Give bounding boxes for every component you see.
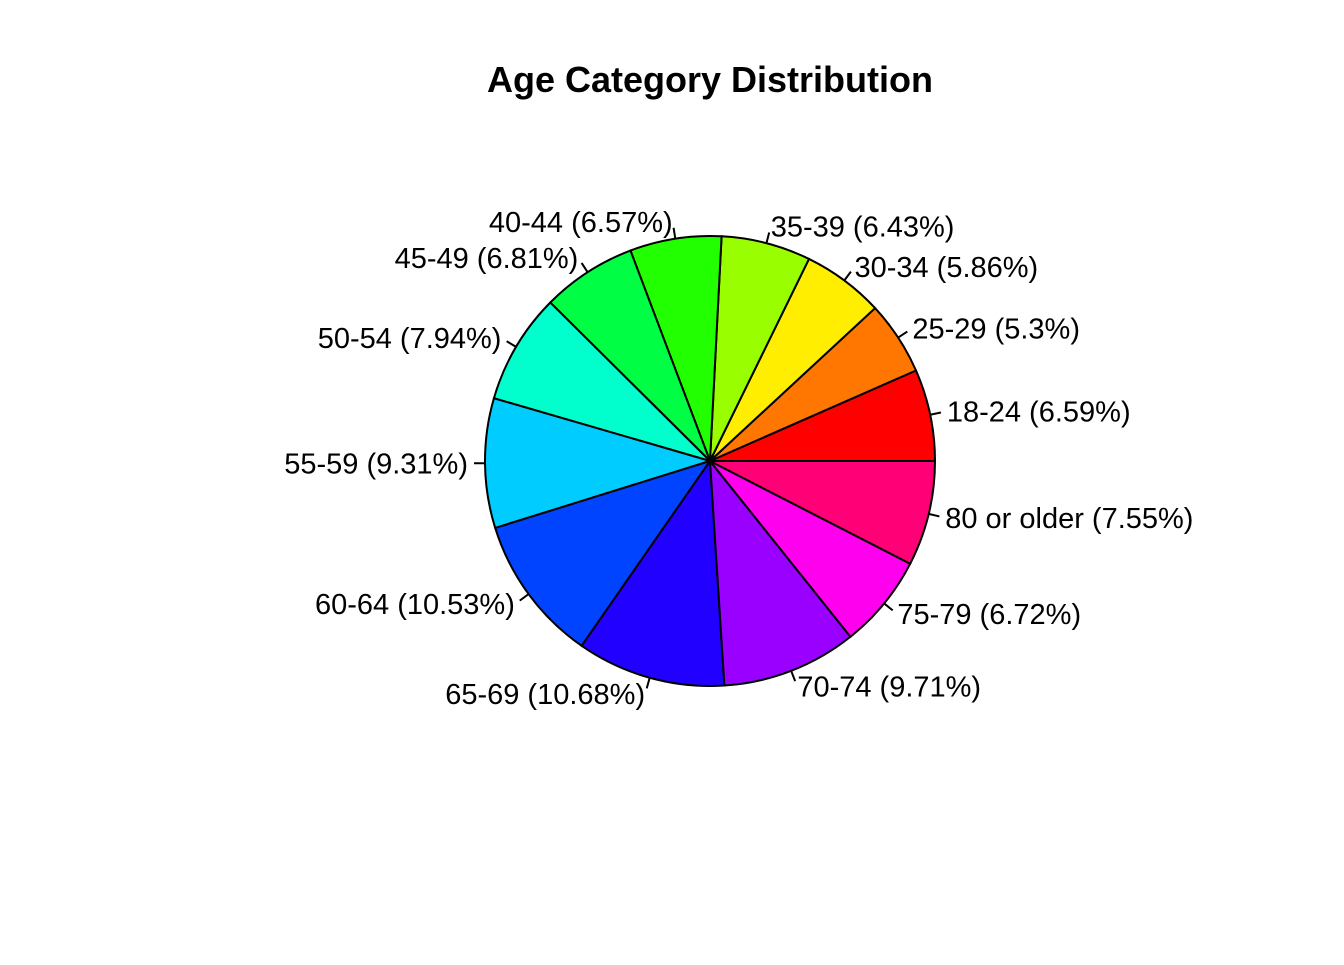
chart-title: Age Category Distribution	[487, 59, 933, 100]
label-tick	[582, 263, 588, 272]
label-tick	[647, 678, 650, 689]
slice-label: 35-39 (6.43%)	[771, 212, 955, 244]
label-tick	[844, 272, 851, 281]
slice-label: 65-69 (10.68%)	[445, 679, 645, 711]
label-tick	[929, 514, 940, 517]
pie-slices	[485, 236, 935, 686]
label-tick	[520, 594, 529, 601]
slice-label: 25-29 (5.3%)	[912, 313, 1080, 345]
label-tick	[791, 671, 795, 681]
label-tick	[507, 341, 516, 347]
slice-label: 40-44 (6.57%)	[489, 207, 673, 239]
label-tick	[930, 412, 941, 414]
slice-label: 45-49 (6.81%)	[395, 243, 579, 275]
slice-label: 50-54 (7.94%)	[318, 323, 502, 355]
slice-label: 18-24 (6.59%)	[947, 396, 1131, 428]
slice-label: 60-64 (10.53%)	[315, 589, 515, 621]
slice-label: 70-74 (9.71%)	[797, 672, 981, 704]
slice-label: 55-59 (9.31%)	[284, 448, 468, 480]
label-tick	[674, 228, 676, 239]
label-tick	[766, 233, 769, 244]
label-tick	[884, 603, 893, 610]
slice-label: 30-34 (5.86%)	[854, 252, 1038, 284]
slice-label: 80 or older (7.55%)	[945, 503, 1193, 535]
label-tick	[898, 332, 907, 338]
slice-label: 75-79 (6.72%)	[897, 599, 1081, 631]
